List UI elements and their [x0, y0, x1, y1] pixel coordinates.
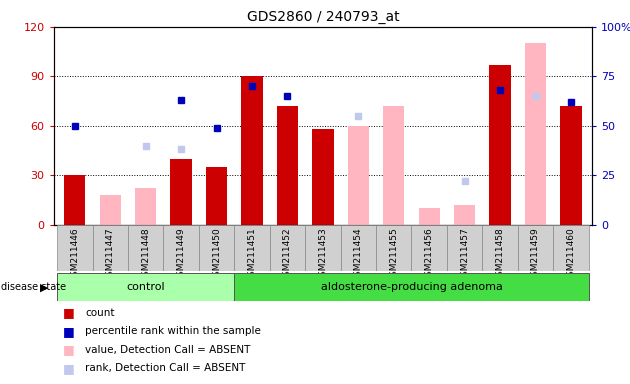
Bar: [100, 195, 121, 225]
Text: ▶: ▶: [40, 282, 49, 292]
Bar: [93, 225, 128, 271]
Text: GSM211455: GSM211455: [389, 227, 398, 282]
Text: GSM211450: GSM211450: [212, 227, 221, 282]
Text: ■: ■: [63, 306, 75, 319]
Bar: [234, 225, 270, 271]
Text: value, Detection Call = ABSENT: value, Detection Call = ABSENT: [85, 345, 251, 355]
Title: GDS2860 / 240793_at: GDS2860 / 240793_at: [246, 10, 399, 25]
Bar: [490, 65, 511, 225]
Bar: [305, 225, 341, 271]
Text: ■: ■: [63, 362, 75, 375]
Text: GSM211458: GSM211458: [496, 227, 505, 282]
Bar: [206, 167, 227, 225]
Bar: [57, 273, 234, 301]
Text: GSM211451: GSM211451: [248, 227, 256, 282]
Bar: [199, 225, 234, 271]
Bar: [348, 126, 369, 225]
Text: GSM211456: GSM211456: [425, 227, 433, 282]
Bar: [277, 106, 298, 225]
Bar: [560, 106, 581, 225]
Text: rank, Detection Call = ABSENT: rank, Detection Call = ABSENT: [85, 363, 246, 373]
Text: percentile rank within the sample: percentile rank within the sample: [85, 326, 261, 336]
Bar: [525, 43, 546, 225]
Text: GSM211460: GSM211460: [566, 227, 575, 282]
Bar: [270, 225, 305, 271]
Bar: [341, 225, 376, 271]
Bar: [312, 129, 333, 225]
Bar: [234, 273, 588, 301]
Bar: [163, 225, 199, 271]
Bar: [171, 159, 192, 225]
Bar: [135, 189, 156, 225]
Bar: [447, 225, 483, 271]
Bar: [64, 175, 86, 225]
Text: GSM211449: GSM211449: [176, 227, 186, 281]
Bar: [241, 76, 263, 225]
Bar: [411, 225, 447, 271]
Text: count: count: [85, 308, 115, 318]
Text: GSM211447: GSM211447: [106, 227, 115, 281]
Bar: [553, 225, 588, 271]
Bar: [518, 225, 553, 271]
Bar: [383, 106, 404, 225]
Bar: [128, 225, 163, 271]
Text: GSM211452: GSM211452: [283, 227, 292, 281]
Text: GSM211453: GSM211453: [318, 227, 328, 282]
Text: ■: ■: [63, 325, 75, 338]
Text: GSM211446: GSM211446: [71, 227, 79, 281]
Text: aldosterone-producing adenoma: aldosterone-producing adenoma: [321, 282, 502, 292]
Bar: [418, 208, 440, 225]
Text: GSM211457: GSM211457: [460, 227, 469, 282]
Text: disease state: disease state: [1, 282, 66, 292]
Bar: [376, 225, 411, 271]
Bar: [57, 225, 93, 271]
Text: ■: ■: [63, 343, 75, 356]
Text: GSM211454: GSM211454: [354, 227, 363, 281]
Text: GSM211448: GSM211448: [141, 227, 150, 281]
Bar: [454, 205, 475, 225]
Text: control: control: [127, 282, 165, 292]
Bar: [483, 225, 518, 271]
Text: GSM211459: GSM211459: [531, 227, 540, 282]
